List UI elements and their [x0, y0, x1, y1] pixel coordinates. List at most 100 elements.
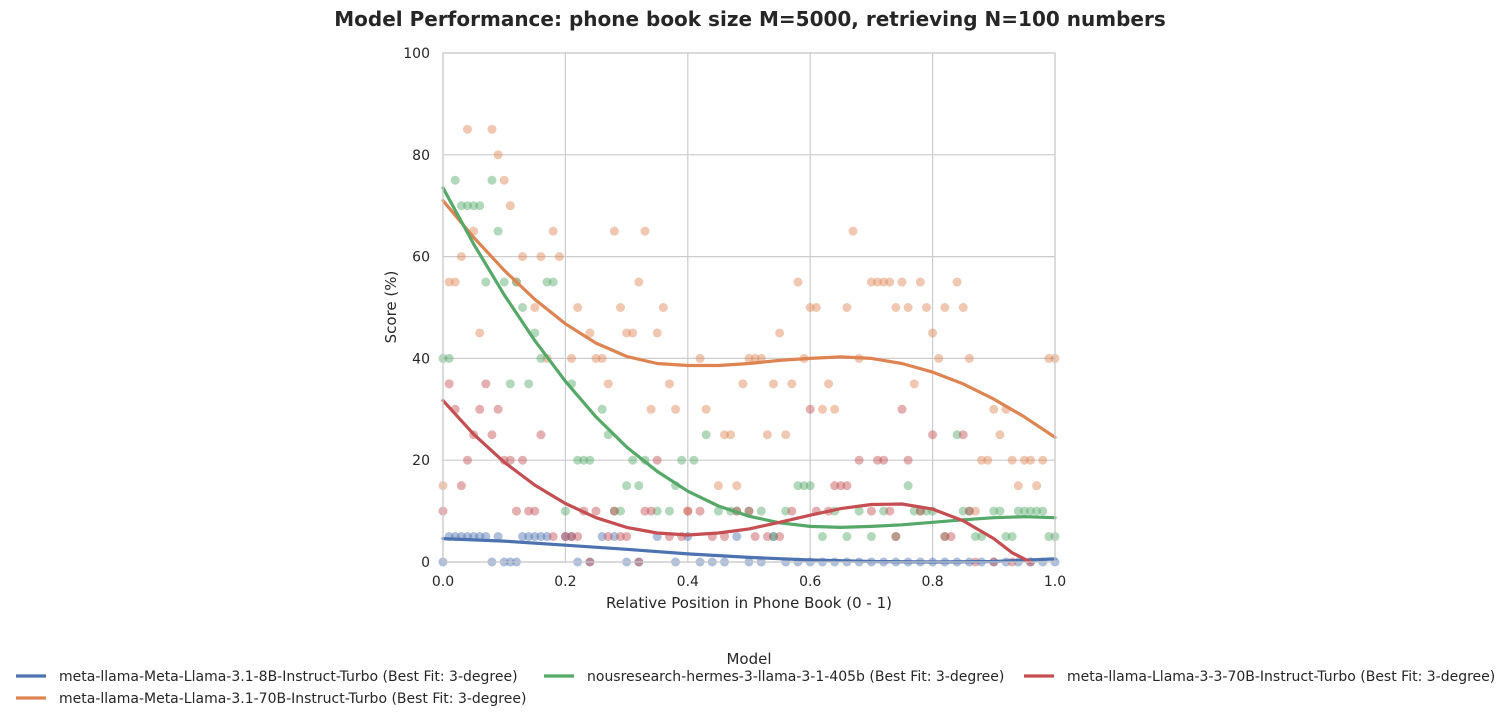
data-point [499, 277, 509, 287]
data-point [695, 506, 705, 516]
data-point [891, 303, 901, 312]
data-point [634, 481, 644, 491]
data-point [640, 226, 650, 236]
data-point [873, 277, 883, 287]
data-point [481, 277, 491, 287]
data-point [830, 404, 840, 414]
data-point [548, 226, 558, 236]
y-tick-label: 80 [412, 148, 430, 164]
data-point [554, 252, 564, 262]
data-point [964, 353, 974, 363]
data-point [591, 506, 601, 516]
data-point [585, 328, 595, 338]
y-tick-label: 60 [412, 250, 430, 266]
data-point [456, 201, 466, 211]
data-point [573, 303, 583, 312]
data-point [634, 277, 644, 287]
data-point [475, 201, 485, 211]
data-point [1001, 532, 1011, 542]
data-point [928, 430, 938, 440]
data-point [713, 506, 723, 516]
data-point [1019, 506, 1029, 516]
data-point [505, 379, 515, 389]
legend-items: meta-llama-Meta-Llama-3.1-8B-Instruct-Tu… [16, 669, 1495, 707]
data-point [952, 277, 962, 287]
data-point [518, 252, 528, 262]
data-point [799, 481, 809, 491]
data-point [989, 404, 999, 414]
data-point [1026, 455, 1036, 465]
data-point [597, 353, 607, 363]
data-point [493, 532, 503, 542]
y-axis-ticks: 0 20 40 60 80 100 [403, 46, 430, 571]
x-axis-title: Relative Position in Phone Book (0 - 1) [606, 594, 892, 612]
legend-item: nousresearch-hermes-3-llama-3-1-405b (Be… [544, 669, 1004, 685]
data-point [493, 404, 503, 414]
data-point [842, 532, 852, 542]
data-point [609, 226, 619, 236]
data-point [1032, 506, 1042, 516]
data-point [1007, 455, 1017, 465]
data-point [995, 506, 1005, 516]
data-point [444, 353, 454, 363]
data-point [964, 506, 974, 516]
data-point [646, 404, 656, 414]
data-point [609, 506, 619, 516]
data-point [628, 328, 638, 338]
data-point [603, 532, 613, 542]
data-point [548, 532, 558, 542]
data-point [1032, 481, 1042, 491]
data-point [1007, 532, 1017, 542]
data-point [456, 481, 466, 491]
data-point [903, 481, 913, 491]
data-point [560, 532, 570, 542]
data-point [622, 532, 632, 542]
data-point [793, 277, 803, 287]
data-point [536, 252, 546, 262]
data-point [597, 404, 607, 414]
data-point [603, 379, 613, 389]
data-point [866, 277, 876, 287]
data-point [444, 379, 454, 389]
data-point [946, 532, 956, 542]
data-point [530, 532, 540, 542]
data-point [542, 532, 552, 542]
legend-label: nousresearch-hermes-3-llama-3-1-405b (Be… [587, 669, 1004, 685]
data-point [609, 506, 619, 516]
y-tick-label: 20 [412, 453, 430, 469]
legend-item: meta-llama-Llama-3-3-70B-Instruct-Turbo … [1024, 669, 1495, 685]
data-point [567, 532, 577, 542]
data-point [456, 252, 466, 262]
legend: Model meta-llama-Meta-Llama-3.1-8B-Instr… [16, 650, 1495, 707]
data-point [958, 430, 968, 440]
series-points-3 [438, 379, 1036, 567]
plot-frame [442, 52, 1056, 563]
x-tick-label: 0.6 [799, 574, 821, 590]
data-point [505, 455, 515, 465]
data-point [842, 481, 852, 491]
data-point [775, 328, 785, 338]
data-point [1026, 506, 1036, 516]
data-point [1038, 455, 1048, 465]
data-point [921, 303, 931, 312]
data-point [493, 226, 503, 236]
data-point [560, 532, 570, 542]
x-tick-label: 1.0 [1044, 574, 1066, 590]
data-point [934, 353, 944, 363]
data-point [995, 430, 1005, 440]
data-point [897, 404, 907, 414]
data-point [560, 506, 570, 516]
data-point [897, 277, 907, 287]
data-point [524, 506, 534, 516]
data-point [450, 175, 460, 185]
data-point [573, 532, 583, 542]
data-point [866, 532, 876, 542]
data-point [622, 328, 632, 338]
data-point [481, 379, 491, 389]
data-point [762, 532, 772, 542]
data-point [726, 430, 736, 440]
data-point [622, 481, 632, 491]
fit-line-3 [441, 399, 1033, 564]
data-point [615, 506, 625, 516]
fit-line-1 [441, 199, 1057, 439]
